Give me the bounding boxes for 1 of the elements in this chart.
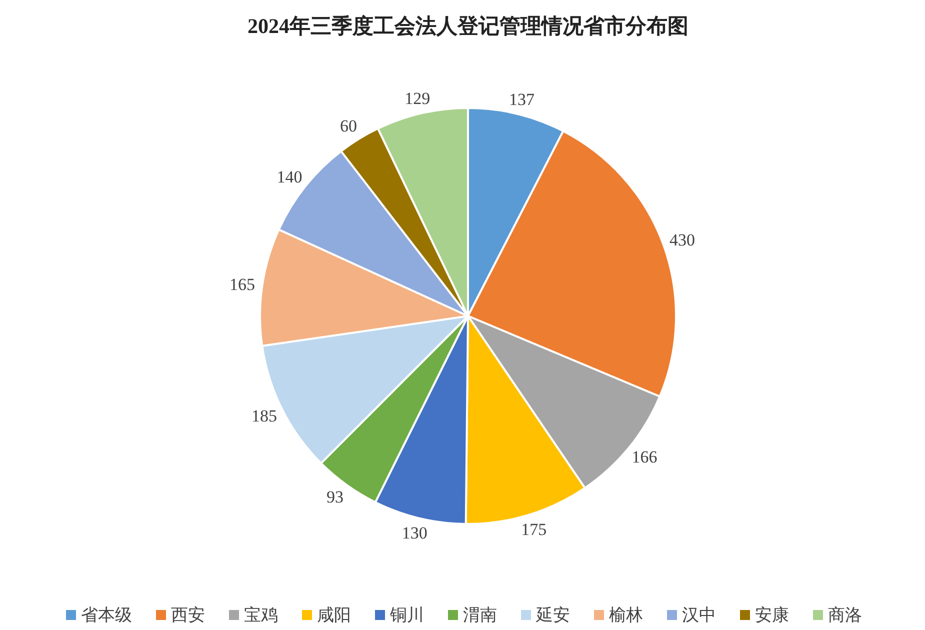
title: 2024年三季度工会法人登记管理情况省市分布图 [248,14,688,38]
